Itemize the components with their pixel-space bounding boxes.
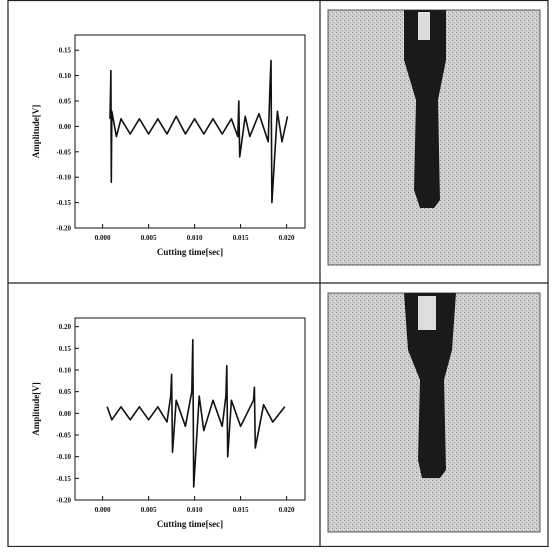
y-tick-label: -0.10 [56, 453, 71, 461]
y-tick-label: -0.05 [56, 432, 71, 440]
y-tick-label: 0.20 [59, 323, 72, 331]
signal-line [109, 59, 289, 204]
photo-top [327, 9, 541, 266]
x-tick-label: 0.000 [95, 506, 111, 514]
signal-line [106, 338, 286, 488]
plot-frame [74, 34, 306, 229]
y-tick-label: -0.20 [56, 225, 71, 233]
y-tick-label: -0.10 [56, 174, 71, 182]
x-tick-label: 0.020 [279, 234, 295, 242]
y-axis-label: Amplitude[V] [31, 105, 41, 159]
x-tick-label: 0.005 [141, 506, 157, 514]
y-tick-label: -0.05 [56, 148, 71, 156]
y-tick-label: 0.00 [59, 123, 72, 131]
y-axis-label: Amplitude[V] [31, 382, 41, 436]
x-axis-label: Cutting time[sec] [157, 247, 223, 257]
x-tick-label: 0.000 [95, 234, 111, 242]
y-tick-label: -0.20 [56, 497, 71, 505]
y-tick-label: -0.15 [56, 475, 71, 483]
x-tick-label: 0.015 [233, 506, 249, 514]
y-tick-label: 0.05 [59, 98, 72, 106]
y-tick-label: 0.15 [59, 345, 72, 353]
x-tick-label: 0.020 [279, 506, 295, 514]
photo-bottom [327, 292, 541, 533]
x-tick-label: 0.015 [233, 234, 249, 242]
x-tick-label: 0.005 [141, 234, 157, 242]
x-axis-label: Cutting time[sec] [157, 519, 223, 529]
y-tick-label: 0.00 [59, 410, 72, 418]
x-tick-label: 0.010 [187, 234, 203, 242]
y-tick-label: 0.05 [59, 388, 72, 396]
plot-frame [74, 317, 306, 501]
y-tick-label: 0.10 [59, 367, 72, 375]
x-tick-label: 0.010 [187, 506, 203, 514]
y-tick-label: 0.10 [59, 72, 72, 80]
y-tick-label: -0.15 [56, 199, 71, 207]
y-tick-label: 0.15 [59, 47, 72, 55]
